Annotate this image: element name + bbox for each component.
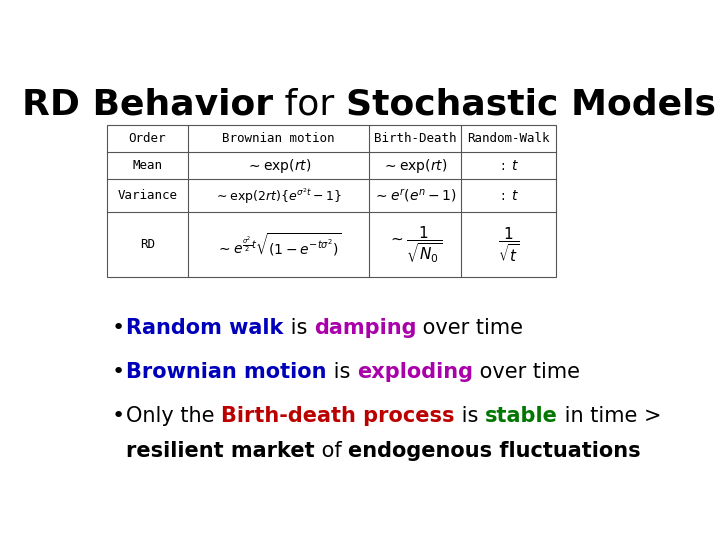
Text: Birth-Death: Birth-Death [374,132,456,145]
Text: $:\; t$: $:\; t$ [498,189,519,203]
Text: Mean: Mean [132,159,162,172]
Text: RD: RD [140,238,155,251]
Text: Brownian motion: Brownian motion [222,132,335,145]
Text: is: is [327,362,357,382]
Text: •: • [111,362,125,382]
Text: endogenous fluctuations: endogenous fluctuations [348,441,641,461]
Text: Only the: Only the [126,406,221,426]
Text: resilient market: resilient market [126,441,315,461]
Text: $\sim \exp(2rt)\{e^{\sigma^{2}t}-1\}$: $\sim \exp(2rt)\{e^{\sigma^{2}t}-1\}$ [215,186,342,206]
Text: $:\; t$: $:\; t$ [498,159,519,173]
Text: Stochastic Models: Stochastic Models [346,87,716,122]
Text: $\sim \exp(rt)$: $\sim \exp(rt)$ [246,157,311,174]
Text: Order: Order [128,132,166,145]
Text: •: • [111,406,125,426]
Text: $\sim \dfrac{1}{\sqrt{N_0}}$: $\sim \dfrac{1}{\sqrt{N_0}}$ [388,224,442,265]
Text: $\sim e^{\frac{\sigma^{2}}{2}t}\sqrt{(1-e^{-t\sigma^{2}})}$: $\sim e^{\frac{\sigma^{2}}{2}t}\sqrt{(1-… [215,231,341,258]
Text: in time >: in time > [558,406,661,426]
Text: RD Behavior: RD Behavior [22,87,273,122]
Text: Variance: Variance [117,190,177,202]
Text: Brownian motion: Brownian motion [126,362,327,382]
Text: $\dfrac{1}{\sqrt{t}}$: $\dfrac{1}{\sqrt{t}}$ [498,225,519,264]
Text: exploding: exploding [357,362,473,382]
Text: over time: over time [416,319,523,339]
Bar [107,125,556,277]
Text: Random-Walk: Random-Walk [467,132,550,145]
Text: $\sim e^{r}(e^{n}-1)$: $\sim e^{r}(e^{n}-1)$ [373,187,457,204]
Text: $\sim \exp(rt)$: $\sim \exp(rt)$ [382,157,448,174]
Text: damping: damping [314,319,416,339]
Text: •: • [111,319,125,339]
Text: stable: stable [485,406,558,426]
Text: is: is [455,406,485,426]
Text: Random walk: Random walk [126,319,284,339]
Text: over time: over time [473,362,580,382]
Text: of: of [315,441,348,461]
Text: Birth-death process: Birth-death process [221,406,455,426]
Text: for: for [273,87,346,122]
Text: is: is [284,319,314,339]
